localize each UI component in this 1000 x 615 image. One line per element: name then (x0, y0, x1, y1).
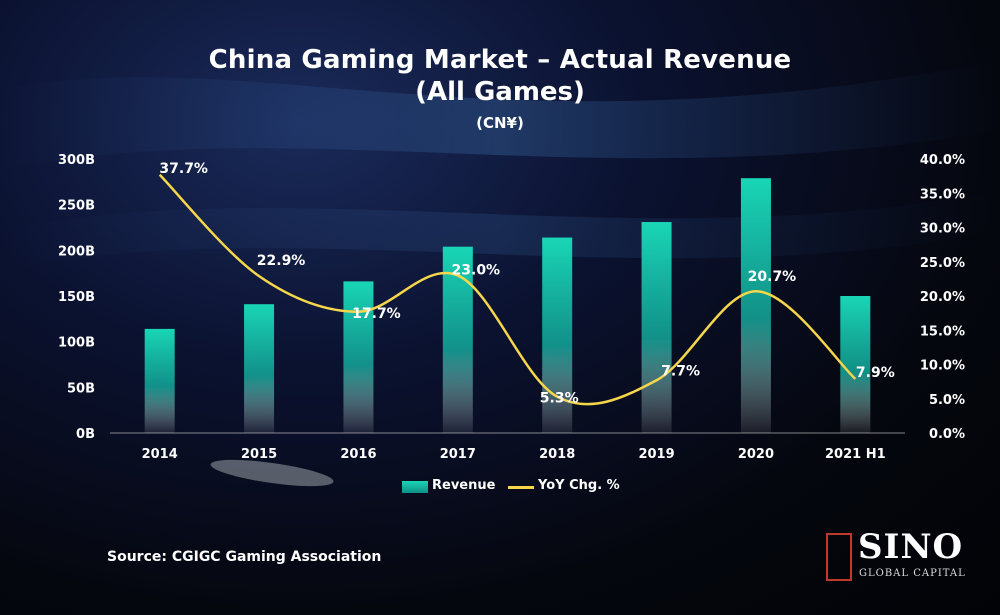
source-note: Source: CGIGC Gaming Association (107, 549, 382, 565)
right-tick-label: 15.0% (920, 324, 965, 339)
right-tick-label: 40.0% (920, 153, 965, 168)
right-tick-label: 25.0% (920, 256, 965, 271)
chart-subtitle: (All Games) (415, 77, 585, 107)
bar-revenue (343, 281, 374, 433)
data-label-yoy: 17.7% (352, 306, 401, 322)
left-tick-label: 100B (58, 336, 95, 351)
right-tick-label: 35.0% (920, 187, 965, 202)
x-tick-label: 2020 (738, 447, 774, 462)
x-tick-label: 2016 (340, 447, 376, 462)
legend-label-yoy: YoY Chg. % (538, 478, 620, 493)
title-block: China Gaming Market – Actual Revenue (Al… (0, 44, 1000, 134)
data-label-yoy: 20.7% (748, 269, 797, 285)
bar-revenue (740, 178, 771, 433)
right-tick-label: 20.0% (920, 290, 965, 305)
right-tick-label: 0.0% (929, 427, 965, 442)
company-logo: SINO GLOBAL CAPITAL (826, 527, 966, 587)
data-label-yoy: 23.0% (452, 262, 501, 278)
line-yoy (158, 173, 857, 406)
left-tick-label: 150B (58, 290, 95, 305)
chart-unit: (CN¥) (476, 114, 524, 132)
bar-revenue (840, 296, 871, 433)
bar-revenue (144, 328, 175, 433)
x-tick-label: 2019 (638, 447, 674, 462)
bar-revenue (244, 304, 275, 433)
data-label-yoy: 5.3% (540, 391, 579, 407)
data-label-yoy: 7.9% (856, 365, 895, 381)
legend-swatch-revenue (402, 481, 428, 493)
x-tick-label: 2015 (241, 447, 277, 462)
x-tick-label: 2014 (142, 447, 178, 462)
x-tick-label: 2018 (539, 447, 575, 462)
logo-name: SINO (858, 527, 964, 567)
legend-swatch-yoy (508, 486, 534, 489)
seal-icon (826, 533, 852, 581)
data-label-yoy: 7.7% (661, 363, 700, 379)
data-label-yoy: 37.7% (159, 161, 208, 177)
left-tick-label: 250B (58, 199, 95, 214)
data-label-yoy: 22.9% (257, 253, 306, 269)
left-tick-label: 0B (76, 427, 95, 442)
right-tick-label: 5.0% (929, 393, 965, 408)
bar-revenue (641, 222, 672, 433)
right-tick-label: 30.0% (920, 222, 965, 237)
left-tick-label: 200B (58, 244, 95, 259)
left-tick-label: 50B (67, 381, 95, 396)
logo-subtitle: GLOBAL CAPITAL (859, 568, 966, 579)
right-tick-label: 10.0% (920, 359, 965, 374)
left-tick-label: 300B (58, 153, 95, 168)
bar-revenue (442, 246, 473, 433)
chart-title: China Gaming Market – Actual Revenue (208, 45, 792, 75)
x-tick-label: 2017 (440, 447, 476, 462)
legend-label-revenue: Revenue (432, 478, 496, 493)
x-tick-label: 2021 H1 (825, 447, 886, 462)
